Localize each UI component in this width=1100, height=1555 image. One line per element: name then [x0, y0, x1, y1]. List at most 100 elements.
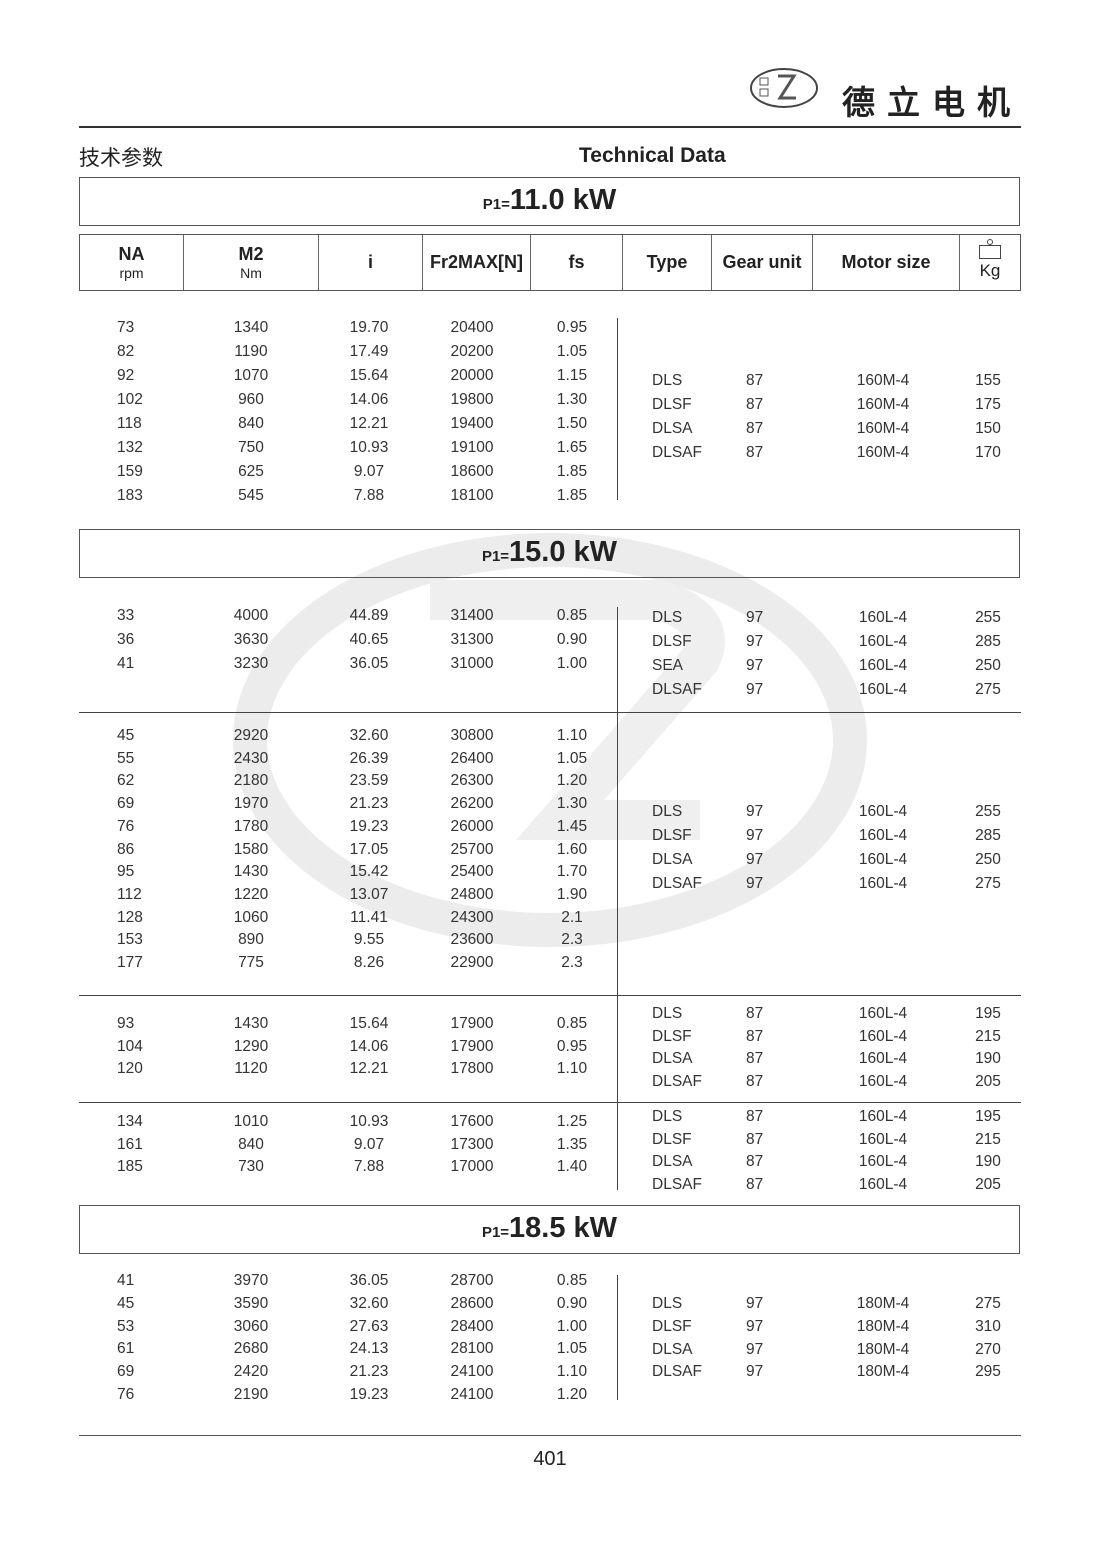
- table-cell: 53: [117, 1317, 135, 1335]
- unit-cell: 97: [746, 633, 764, 650]
- unit-cell: 190: [975, 1153, 1001, 1171]
- table-cell: 1220: [233, 885, 269, 903]
- table-cell: 17900: [450, 1015, 494, 1032]
- table-cell: 104: [117, 1037, 143, 1055]
- unit-cell: 150: [975, 420, 1001, 437]
- table-cell: 1.85: [556, 463, 588, 480]
- table-cell: 3230: [233, 655, 269, 672]
- page-number: 401: [533, 1448, 567, 1470]
- column-divider: [617, 1102, 618, 1190]
- unit-cell: 97: [746, 1317, 764, 1335]
- power-value: 11.0 kW: [509, 184, 617, 216]
- table-cell: 31400: [450, 607, 494, 624]
- unit-cell: 87: [746, 420, 764, 437]
- unit-cell: DLS: [652, 372, 683, 389]
- table-cell: 0.85: [556, 607, 588, 624]
- table-cell: 1.65: [556, 439, 588, 456]
- table-cell: 134: [117, 1113, 143, 1130]
- unit-cell: DLS: [652, 803, 683, 820]
- unit-cell: 310: [975, 1317, 1001, 1335]
- table-cell: 1580: [233, 840, 269, 858]
- table-cell: 1780: [233, 817, 269, 835]
- table-cell: 1.60: [556, 840, 588, 858]
- unit-cell: 275: [975, 875, 1001, 892]
- unit-cell: 250: [975, 657, 1001, 674]
- unit-cell: 190: [975, 1050, 1001, 1068]
- table-cell: 1.30: [556, 795, 588, 813]
- power-section-title: P1=11.0 kW: [79, 177, 1020, 226]
- table-cell: 8.26: [353, 954, 385, 971]
- power-label: P1=11.0 kW: [483, 184, 617, 217]
- table-cell: 93: [117, 1015, 135, 1032]
- col-m2: M2 Nm: [184, 235, 319, 290]
- title-en: Technical Data: [579, 144, 726, 167]
- table-cell: 62: [117, 772, 135, 790]
- table-cell: 32.60: [349, 727, 389, 744]
- title-cn: 技术参数: [79, 147, 163, 170]
- table-cell: 61: [117, 1340, 135, 1358]
- table-cell: 153: [117, 931, 143, 949]
- table-cell: 1.05: [556, 749, 588, 767]
- table-cell: 69: [117, 795, 135, 813]
- weight-icon: [979, 238, 1001, 259]
- unit-cell: DLSAF: [652, 1073, 702, 1091]
- table-cell: 26400: [450, 749, 494, 767]
- table-cell: 92: [117, 367, 135, 384]
- unit-cell: 87: [746, 1108, 764, 1125]
- table-cell: 32.60: [349, 1294, 389, 1312]
- brand-name: 德立电机: [842, 83, 1022, 122]
- table-cell: 128: [117, 908, 143, 926]
- unit-cell: 87: [746, 372, 764, 389]
- table-cell: 1060: [233, 908, 269, 926]
- table-cell: 3630: [233, 631, 269, 648]
- table-cell: 10.93: [349, 439, 389, 456]
- unit-cell: 255: [975, 609, 1001, 626]
- table-cell: 69: [117, 1363, 135, 1381]
- unit-cell: 215: [975, 1027, 1001, 1045]
- table-cell: 1.40: [556, 1158, 588, 1176]
- table-cell: 161: [117, 1135, 143, 1153]
- unit-cell: 270: [975, 1340, 1001, 1358]
- table-cell: 4000: [233, 607, 269, 624]
- unit-cell: DLSF: [652, 396, 692, 413]
- table-cell: 2190: [233, 1386, 269, 1403]
- table-cell: 3970: [233, 1272, 269, 1289]
- table-cell: 18600: [450, 463, 494, 480]
- unit-cell: 160L-4: [858, 827, 908, 844]
- unit-cell: 275: [975, 1295, 1001, 1312]
- table-cell: 24100: [450, 1386, 494, 1403]
- table-cell: 41: [117, 655, 135, 672]
- table-cell: 23600: [450, 931, 494, 949]
- table-cell: 17600: [450, 1113, 494, 1130]
- table-cell: 177: [117, 954, 143, 971]
- table-cell: 960: [238, 391, 264, 408]
- unit-cell: DLSF: [652, 633, 692, 650]
- col-fr: Fr2MAX[N]: [423, 235, 531, 290]
- unit-cell: 170: [975, 444, 1001, 461]
- table-cell: 2920: [233, 727, 269, 744]
- table-cell: 28100: [450, 1340, 494, 1358]
- unit-cell: 160L-4: [858, 1050, 908, 1068]
- unit-cell: 180M-4: [856, 1317, 910, 1335]
- table-cell: 95: [117, 863, 135, 881]
- unit-cell: 180M-4: [856, 1295, 910, 1312]
- power-prefix: P1=: [482, 196, 510, 213]
- table-cell: 890: [238, 931, 264, 949]
- table-cell: 19800: [450, 391, 494, 408]
- table-cell: 2430: [233, 749, 269, 767]
- table-cell: 17900: [450, 1037, 494, 1055]
- table-cell: 545: [238, 487, 264, 504]
- table-cell: 20400: [450, 319, 494, 336]
- table-cell: 20000: [450, 367, 494, 384]
- unit-cell: DLS: [652, 1005, 683, 1022]
- unit-cell: DLSA: [652, 420, 693, 437]
- table-cell: 1120: [234, 1060, 268, 1078]
- table-cell: 1430: [233, 1015, 269, 1032]
- unit-cell: 285: [975, 633, 1001, 650]
- column-header: NA rpm M2 Nm i Fr2MAX[N] fs Type Gear unit…: [79, 234, 1021, 291]
- unit-cell: 205: [975, 1073, 1001, 1091]
- table-cell: 1070: [233, 367, 269, 384]
- unit-cell: DLSAF: [652, 1363, 702, 1381]
- unit-cell: 87: [746, 1176, 764, 1194]
- unit-cell: 160L-4: [858, 851, 908, 868]
